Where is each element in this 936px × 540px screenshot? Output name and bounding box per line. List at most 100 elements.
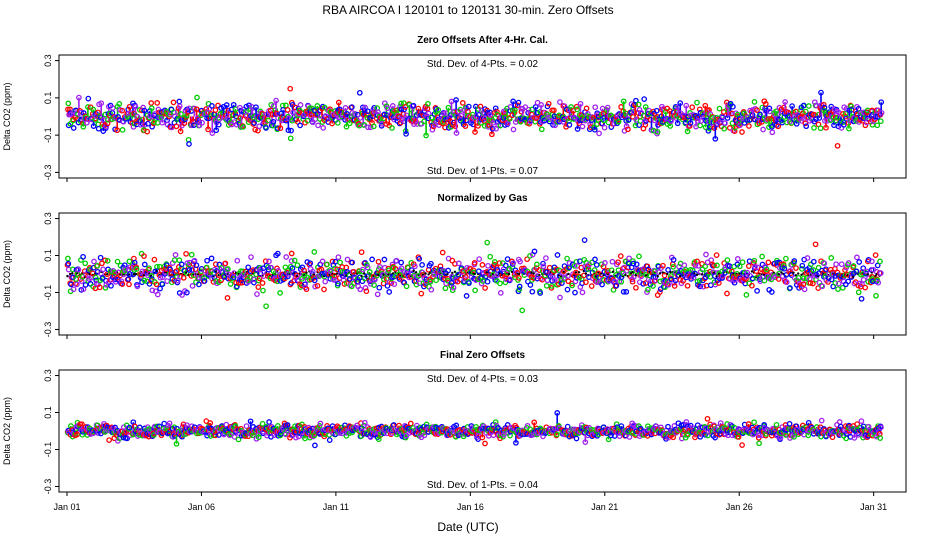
- series-point-gas2: [343, 123, 350, 130]
- y-tick-label: -0.3: [43, 322, 53, 338]
- series-point-gas2: [675, 269, 682, 276]
- mean-point: [184, 271, 188, 274]
- series-point-gas3: [613, 282, 620, 289]
- series-point-gas1: [439, 249, 446, 256]
- series-point-gas3: [840, 121, 847, 128]
- series-point-gas2: [92, 274, 99, 281]
- series-point-gas1: [524, 256, 530, 263]
- series-point-gas1: [212, 107, 219, 113]
- series-point-gas4: [159, 119, 166, 126]
- series-point-gas4: [801, 286, 808, 293]
- series-point-gas3: [349, 259, 356, 266]
- series-point-gas2: [512, 107, 518, 113]
- series-point-gas2: [724, 257, 731, 263]
- series-point-gas4: [122, 266, 129, 273]
- series-point-gas4: [579, 123, 586, 130]
- series-point-gas3: [285, 273, 291, 280]
- series-point-gas4: [596, 130, 602, 137]
- series-point-gas3: [208, 255, 215, 262]
- series-point-gas1: [633, 284, 639, 291]
- x-tick-label: Jan 16: [457, 502, 484, 512]
- series-point-gas1: [459, 100, 466, 106]
- series-point-gas1: [479, 262, 486, 268]
- data-points: [65, 85, 885, 149]
- series-point-gas4: [703, 251, 709, 258]
- series-point-gas2: [390, 108, 397, 114]
- series-point-gas4: [374, 291, 381, 298]
- x-tick-label: Jan 26: [726, 502, 753, 512]
- series-point-gas1: [689, 104, 696, 111]
- series-point-gas1: [327, 106, 333, 113]
- series-point-gas3: [529, 288, 536, 295]
- mean-point: [142, 274, 146, 277]
- series-point-gas2: [337, 259, 343, 266]
- series-point-gas3: [344, 110, 350, 117]
- y-tick-label: 0.3: [43, 212, 53, 225]
- series-point-gas3: [403, 131, 409, 137]
- series-point-gas2: [235, 436, 242, 443]
- series-point-gas3: [466, 280, 472, 286]
- x-tick-label: Jan 06: [188, 502, 215, 512]
- series-point-gas2: [846, 125, 852, 132]
- series-point-gas3: [821, 104, 828, 111]
- series-point-gas3: [641, 96, 648, 102]
- series-point-gas4: [577, 100, 584, 107]
- series-point-gas2: [385, 267, 392, 274]
- series-point-gas2: [502, 279, 509, 286]
- series-point-gas1: [618, 104, 624, 110]
- series-point-gas1: [680, 277, 686, 284]
- series-point-gas4: [78, 109, 85, 116]
- series-point-gas4: [243, 423, 250, 429]
- series-point-gas2: [645, 286, 651, 293]
- mean-point: [510, 270, 514, 274]
- series-point-gas4: [74, 281, 80, 288]
- series-point-gas4: [623, 123, 630, 130]
- series-point-gas2: [445, 104, 452, 111]
- series-point-gas2: [817, 125, 824, 132]
- series-point-gas4: [389, 103, 396, 109]
- series-point-gas1: [462, 123, 469, 129]
- series-point-gas3: [251, 279, 257, 286]
- series-point-gas3: [312, 442, 318, 449]
- series-point-gas4: [507, 276, 514, 283]
- series-point-gas3: [213, 127, 220, 134]
- series-point-gas1: [151, 256, 158, 263]
- series-point-gas2: [141, 277, 148, 284]
- mean-point: [792, 271, 795, 274]
- series-point-gas2: [462, 104, 469, 111]
- series-point-gas1: [702, 102, 709, 109]
- series-point-gas4: [769, 129, 776, 136]
- mean-point: [666, 272, 669, 275]
- series-point-gas3: [665, 267, 671, 273]
- mean-point: [446, 272, 449, 276]
- series-point-gas4: [602, 260, 608, 266]
- series-point-gas1: [224, 295, 231, 301]
- series-point-gas4: [288, 258, 295, 264]
- series-point-gas3: [263, 125, 269, 131]
- mean-point: [427, 273, 430, 276]
- series-point-gas3: [633, 97, 639, 104]
- series-point-gas1: [329, 120, 335, 127]
- series-point-gas1: [775, 123, 782, 130]
- series-point-gas2: [783, 255, 789, 262]
- series-point-gas3: [789, 103, 795, 109]
- series-point-gas3: [189, 267, 195, 273]
- y-tick-label: -0.1: [43, 285, 53, 301]
- series-point-gas1: [205, 126, 211, 133]
- series-point-gas1: [587, 124, 594, 130]
- series-point-gas1: [375, 258, 382, 265]
- series-point-gas4: [428, 286, 435, 293]
- series-point-gas3: [573, 435, 580, 442]
- series-point-gas3: [766, 105, 773, 112]
- series-point-gas3: [141, 107, 148, 114]
- series-point-gas4: [352, 110, 358, 117]
- series-point-gas1: [713, 252, 720, 258]
- series-point-gas4: [191, 257, 198, 264]
- series-point-gas4: [838, 261, 845, 268]
- series-point-gas1: [489, 131, 495, 138]
- series-point-gas3: [527, 282, 534, 288]
- series-point-gas3: [288, 127, 294, 134]
- series-point-gas2: [194, 94, 200, 101]
- series-point-gas3: [489, 125, 496, 132]
